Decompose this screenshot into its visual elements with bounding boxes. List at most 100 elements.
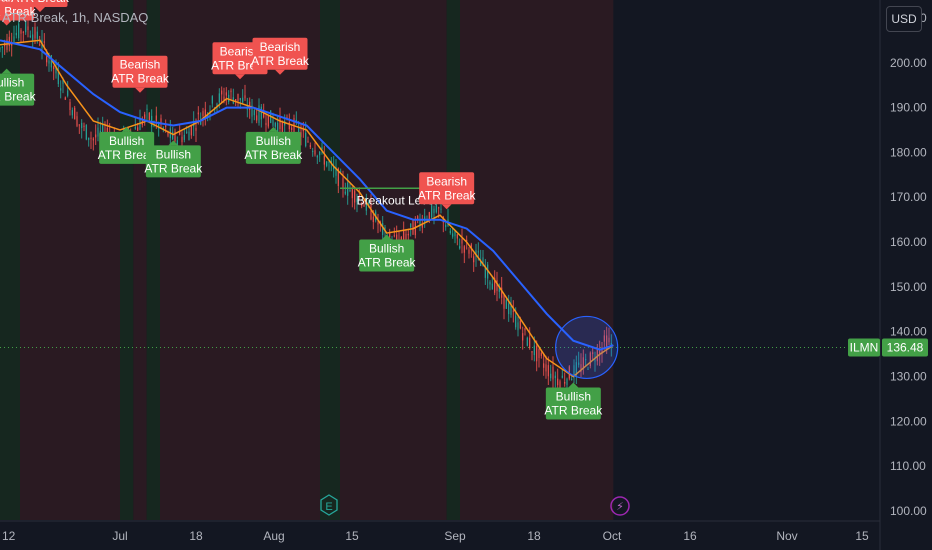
price-axis[interactable]: 100.00 110.00 120.00 130.00 140.00 150.00 160.… — [890, 11, 927, 518]
candle-body — [347, 182, 349, 196]
earnings-icon: E — [320, 494, 338, 516]
signal-label-line2: ATR Break — [98, 148, 157, 162]
currency-button[interactable]: USD — [886, 6, 922, 32]
candle-body — [48, 60, 50, 64]
candle-body — [225, 92, 227, 96]
breakout-label: Breakout Level — [357, 193, 437, 207]
candle-body — [438, 207, 440, 209]
signal-label-line2: ATR Break — [0, 4, 37, 18]
candle-body — [396, 234, 398, 241]
candle-body — [557, 378, 559, 386]
signal-label-pointer — [1, 68, 12, 74]
candle-body — [580, 364, 582, 372]
candle-body — [39, 44, 41, 46]
candle-body — [162, 127, 164, 129]
candle-body — [482, 257, 484, 266]
candle-body — [144, 114, 146, 119]
signal-label-line1: Bearish — [120, 58, 161, 72]
candle-body — [377, 222, 379, 225]
signal-label-box — [112, 55, 168, 88]
candle-body — [298, 127, 300, 134]
candle-body — [67, 90, 69, 96]
y-tick-label: 110.00 — [890, 459, 926, 473]
candle-body — [594, 360, 596, 362]
candle-body — [326, 161, 328, 166]
candle-body — [188, 131, 190, 141]
candle-body — [519, 320, 521, 329]
signal-label-line1: Bullish — [556, 389, 591, 403]
signal-label-box — [145, 145, 201, 178]
candle-body — [204, 109, 206, 118]
shade-band-bullish — [0, 0, 20, 520]
signal-label-pointer — [1, 20, 12, 26]
candle-body — [92, 138, 94, 141]
candle-body — [550, 373, 552, 379]
candle-body — [389, 232, 391, 238]
y-tick-label: 120.00 — [890, 414, 927, 428]
candle-body — [300, 132, 302, 137]
candle-body — [463, 246, 465, 253]
x-tick-label: 18 — [527, 529, 541, 543]
candle-body — [246, 108, 248, 110]
x-tick-label: 16 — [683, 529, 697, 543]
candle-body — [195, 127, 197, 131]
shade-band-bearish — [160, 0, 320, 520]
candle-body — [314, 150, 316, 155]
candle-body — [585, 359, 587, 361]
shade-band-bearish — [20, 0, 120, 520]
signal-label-line2: ATR Break — [144, 161, 203, 175]
time-axis[interactable]: 12 Jul 18 Aug 15 Sep 18 Oct 16 Nov 15 — [2, 529, 869, 543]
signal-label-line1: Bullish — [156, 147, 191, 161]
signal-label-line2: ATR Break — [244, 148, 303, 162]
signal-label-pointer — [441, 204, 452, 210]
candle-body — [76, 116, 78, 126]
candle-body — [323, 155, 325, 165]
candle-body — [459, 246, 461, 249]
candle-body — [449, 230, 451, 234]
candle-body — [517, 322, 519, 331]
candle-body — [475, 250, 477, 257]
candle-body — [251, 105, 253, 117]
candle-body — [515, 315, 517, 328]
candle-body — [277, 122, 279, 133]
candle-body — [74, 107, 76, 120]
candle-body — [267, 114, 269, 127]
candle-body — [167, 131, 169, 136]
y-tick-label: 160.00 — [890, 235, 927, 249]
candle-body — [139, 119, 141, 130]
candle-body — [97, 127, 99, 137]
ma-blue-line — [0, 39, 614, 351]
candle-body — [340, 171, 342, 173]
candle-body — [592, 352, 594, 355]
candle-body — [526, 337, 528, 346]
candle-body — [533, 345, 535, 356]
y-tick-label: 190.00 — [890, 101, 927, 115]
candle-body — [498, 286, 500, 292]
candle-body — [179, 131, 181, 135]
moving-averages — [0, 39, 614, 378]
y-tick-label: 200.00 — [890, 56, 927, 70]
candle-body — [545, 364, 547, 372]
candle-body — [258, 105, 260, 123]
signal-label-pointer — [275, 69, 285, 75]
candle-body — [83, 125, 85, 128]
shade-band-bullish — [146, 0, 160, 520]
candle-body — [503, 294, 505, 309]
candle-body — [197, 112, 199, 115]
candle-body — [335, 167, 337, 176]
signal-label-pointer — [135, 87, 145, 93]
y-tick-label: 180.00 — [890, 145, 927, 159]
highlight-circle-shape — [555, 315, 619, 380]
candle-body — [333, 166, 335, 170]
candle-body — [200, 119, 202, 125]
candle-body — [603, 335, 605, 342]
candle-body — [305, 132, 307, 147]
candle-body — [64, 97, 66, 100]
signal-label-line1: Bullish — [369, 242, 404, 256]
y-tick-label: 140.00 — [890, 325, 927, 339]
